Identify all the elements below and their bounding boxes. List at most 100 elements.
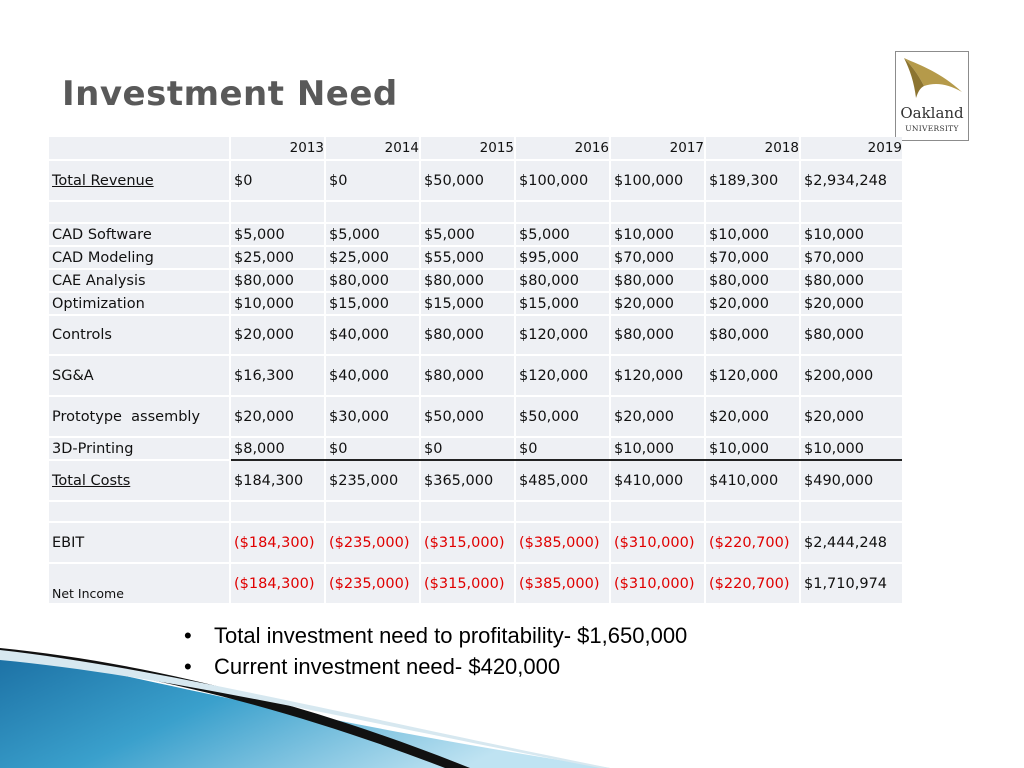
table-cell: $0 — [325, 437, 421, 461]
table-cell: $80,000 — [705, 269, 801, 293]
table-cell: ($310,000) — [610, 563, 706, 605]
table-cell: $100,000 — [610, 160, 706, 202]
table-cell: $80,000 — [610, 315, 706, 356]
row-label: SG&A — [49, 355, 231, 397]
table-cell: $189,300 — [705, 160, 801, 202]
table-cell: $5,000 — [230, 223, 326, 247]
table-cell: ($310,000) — [610, 522, 706, 564]
table-cell: ($184,300) — [230, 563, 326, 605]
table-cell: $120,000 — [705, 355, 801, 397]
empty-cell — [515, 501, 611, 523]
table-cell: $80,000 — [610, 269, 706, 293]
header-blank — [49, 137, 231, 161]
row-label: 3D-Printing — [49, 437, 231, 461]
table-cell: $10,000 — [610, 223, 706, 247]
table-cell: $80,000 — [325, 269, 421, 293]
table-cell: $20,000 — [705, 292, 801, 316]
table-cell: $15,000 — [515, 292, 611, 316]
row-label: Net Income — [49, 563, 231, 605]
row-label: Prototype assembly — [49, 396, 231, 438]
table-row-cad-software: CAD Software $5,000 $5,000 $5,000 $5,000… — [49, 223, 902, 247]
year-header: 2015 — [420, 137, 516, 161]
table-cell: $20,000 — [230, 315, 326, 356]
table-cell: $80,000 — [800, 269, 902, 293]
year-header-row: 2013 2014 2015 2016 2017 2018 2019 — [49, 137, 902, 161]
table-cell: $50,000 — [420, 160, 516, 202]
table-cell: $80,000 — [800, 315, 902, 356]
row-label: CAE Analysis — [49, 269, 231, 293]
table-cell: $80,000 — [515, 269, 611, 293]
table-cell: $490,000 — [800, 460, 902, 502]
empty-cell — [49, 201, 231, 224]
table-cell: $80,000 — [420, 355, 516, 397]
table-cell: $20,000 — [800, 292, 902, 316]
table-cell: $70,000 — [800, 246, 902, 270]
row-label: CAD Modeling — [49, 246, 231, 270]
table-cell: $40,000 — [325, 355, 421, 397]
table-cell: $10,000 — [610, 437, 706, 461]
table-cell: $200,000 — [800, 355, 902, 397]
table-cell: $485,000 — [515, 460, 611, 502]
table-cell: $10,000 — [705, 223, 801, 247]
table-cell: $16,300 — [230, 355, 326, 397]
table-cell: $0 — [515, 437, 611, 461]
row-label: CAD Software — [49, 223, 231, 247]
table-cell: $100,000 — [515, 160, 611, 202]
table-spacer-row — [49, 501, 902, 523]
table-row-optimization: Optimization $10,000 $15,000 $15,000 $15… — [49, 292, 902, 316]
investment-table: 2013 2014 2015 2016 2017 2018 2019 Total… — [49, 137, 902, 605]
empty-cell — [230, 201, 326, 224]
table-cell: $0 — [325, 160, 421, 202]
table-cell: $95,000 — [515, 246, 611, 270]
table-cell: $40,000 — [325, 315, 421, 356]
table-cell: $80,000 — [420, 269, 516, 293]
table-cell: $30,000 — [325, 396, 421, 438]
logo-wordmark-oakland: Oakland — [900, 104, 964, 122]
table-cell: $1,710,974 — [800, 563, 902, 605]
year-header: 2018 — [705, 137, 801, 161]
table-cell: $80,000 — [705, 315, 801, 356]
table-row-prototype-assembly: Prototype assembly $20,000 $30,000 $50,0… — [49, 396, 902, 438]
table-cell: $5,000 — [325, 223, 421, 247]
empty-cell — [610, 501, 706, 523]
table-cell: ($315,000) — [420, 522, 516, 564]
table-cell: ($220,700) — [705, 522, 801, 564]
table-cell: $10,000 — [800, 437, 902, 461]
row-label: Optimization — [49, 292, 231, 316]
table-cell: $10,000 — [705, 437, 801, 461]
table-cell: ($220,700) — [705, 563, 801, 605]
bullet-list: Total investment need to profitability- … — [180, 620, 687, 682]
table-cell: ($385,000) — [515, 522, 611, 564]
table-cell: $20,000 — [610, 396, 706, 438]
row-label: EBIT — [49, 522, 231, 564]
table-row-cad-modeling: CAD Modeling $25,000 $25,000 $55,000 $95… — [49, 246, 902, 270]
empty-cell — [325, 501, 421, 523]
table-cell: $20,000 — [705, 396, 801, 438]
table-cell: $0 — [230, 160, 326, 202]
empty-cell — [230, 501, 326, 523]
table-cell: $50,000 — [420, 396, 516, 438]
table-cell: ($235,000) — [325, 522, 421, 564]
table-cell: $20,000 — [610, 292, 706, 316]
table-cell: $2,444,248 — [800, 522, 902, 564]
table-row-ebit: EBIT ($184,300) ($235,000) ($315,000) ($… — [49, 522, 902, 564]
table-cell: $25,000 — [230, 246, 326, 270]
empty-cell — [325, 201, 421, 224]
table-cell: $184,300 — [230, 460, 326, 502]
year-header: 2019 — [800, 137, 902, 161]
table-cell: $2,934,248 — [800, 160, 902, 202]
table-cell: ($315,000) — [420, 563, 516, 605]
year-header: 2013 — [230, 137, 326, 161]
table-row-total-costs: Total Costs $184,300 $235,000 $365,000 $… — [49, 460, 902, 502]
table-cell: $410,000 — [610, 460, 706, 502]
bullet-item: Current investment need- $420,000 — [180, 651, 687, 682]
table-cell: $15,000 — [325, 292, 421, 316]
table-cell: $0 — [420, 437, 516, 461]
empty-cell — [420, 501, 516, 523]
table-cell: $8,000 — [230, 437, 326, 461]
row-label: Controls — [49, 315, 231, 356]
year-header: 2016 — [515, 137, 611, 161]
row-label: Total Revenue — [49, 160, 231, 202]
table-cell: $70,000 — [610, 246, 706, 270]
